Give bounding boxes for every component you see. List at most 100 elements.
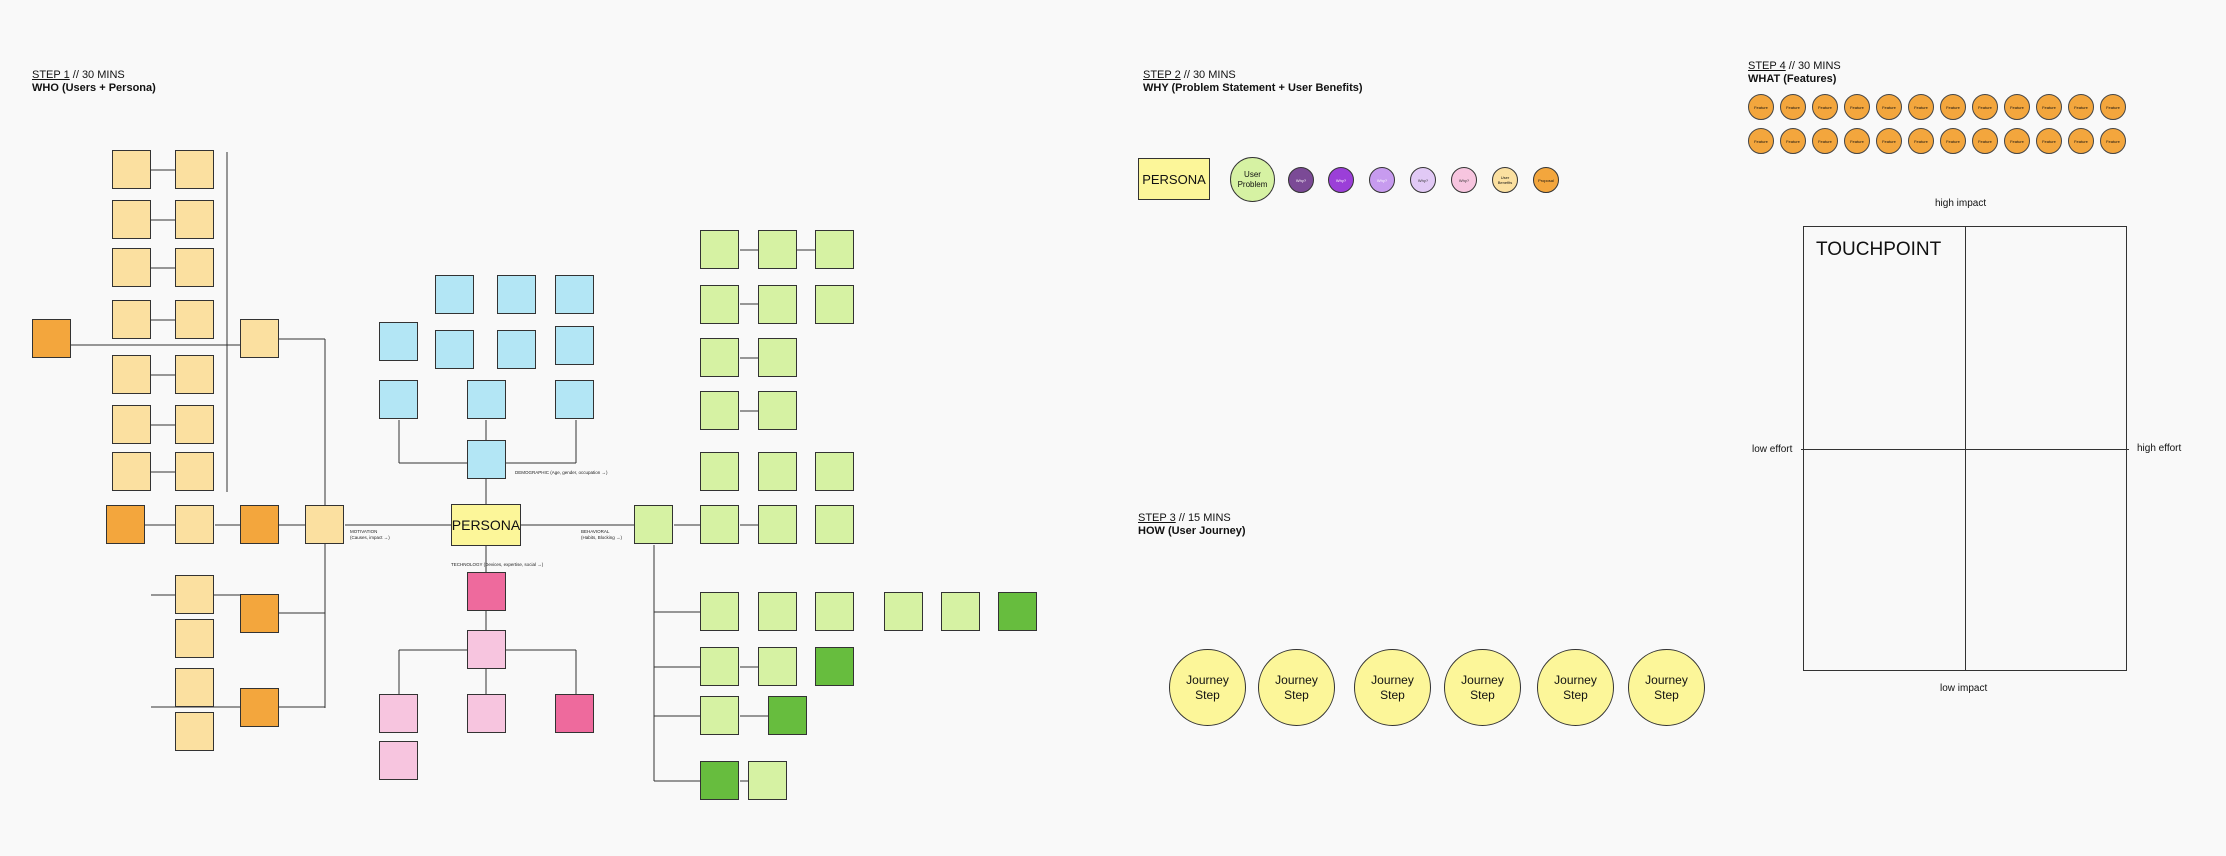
sticky-note[interactable] [175, 200, 214, 239]
why-circle[interactable]: Why? [1288, 167, 1314, 193]
sticky-note[interactable] [700, 452, 739, 491]
feature-circle[interactable]: Feature [1844, 128, 1870, 154]
touchpoint-matrix[interactable]: TOUCHPOINT [1803, 226, 2127, 671]
sticky-note[interactable] [175, 248, 214, 287]
sticky-note[interactable] [815, 285, 854, 324]
sticky-note[interactable] [379, 322, 418, 361]
sticky-note[interactable] [700, 338, 739, 377]
feature-circle[interactable]: Feature [1844, 94, 1870, 120]
journey-step-circle[interactable]: Journey Step [1628, 649, 1705, 726]
sticky-note[interactable] [555, 326, 594, 365]
sticky-note[interactable] [700, 285, 739, 324]
sticky-note[interactable] [175, 150, 214, 189]
sticky-note[interactable] [379, 380, 418, 419]
why-persona-node[interactable]: PERSONA [1138, 158, 1210, 200]
sticky-note[interactable] [32, 319, 71, 358]
feature-circle[interactable]: Feature [1780, 94, 1806, 120]
sticky-note[interactable] [758, 592, 797, 631]
sticky-note[interactable] [758, 285, 797, 324]
sticky-note[interactable] [700, 696, 739, 735]
sticky-note[interactable] [884, 592, 923, 631]
sticky-note[interactable] [815, 505, 854, 544]
sticky-note[interactable] [634, 505, 673, 544]
feature-circle[interactable]: Feature [2004, 128, 2030, 154]
feature-circle[interactable]: Feature [1876, 128, 1902, 154]
sticky-note[interactable] [240, 594, 279, 633]
sticky-note[interactable] [467, 694, 506, 733]
sticky-note[interactable] [815, 230, 854, 269]
sticky-note[interactable] [112, 452, 151, 491]
sticky-note[interactable] [175, 505, 214, 544]
sticky-note[interactable] [435, 275, 474, 314]
sticky-note[interactable] [467, 572, 506, 611]
sticky-note[interactable] [240, 688, 279, 727]
feature-circle[interactable]: Feature [1812, 128, 1838, 154]
sticky-note[interactable] [112, 300, 151, 339]
feature-circle[interactable]: Feature [2036, 128, 2062, 154]
sticky-note[interactable] [758, 452, 797, 491]
why-circle[interactable]: Why? [1410, 167, 1436, 193]
sticky-note[interactable] [379, 694, 418, 733]
sticky-note[interactable] [555, 380, 594, 419]
sticky-note[interactable] [240, 505, 279, 544]
feature-circle[interactable]: Feature [1940, 128, 1966, 154]
feature-circle[interactable]: Feature [2068, 94, 2094, 120]
sticky-note[interactable] [112, 150, 151, 189]
persona-node[interactable]: PERSONA [451, 504, 521, 546]
sticky-note[interactable] [768, 696, 807, 735]
why-circle[interactable]: Why? [1369, 167, 1395, 193]
sticky-note[interactable] [758, 338, 797, 377]
feature-circle[interactable]: Feature [1972, 94, 1998, 120]
sticky-note[interactable] [998, 592, 1037, 631]
sticky-note[interactable] [700, 505, 739, 544]
sticky-note[interactable] [112, 248, 151, 287]
feature-circle[interactable]: Feature [1908, 128, 1934, 154]
feature-circle[interactable]: Feature [1748, 94, 1774, 120]
user-benefits-circle[interactable]: User Benefits [1492, 167, 1518, 193]
journey-step-circle[interactable]: Journey Step [1169, 649, 1246, 726]
sticky-note[interactable] [497, 330, 536, 369]
feature-circle[interactable]: Feature [2100, 94, 2126, 120]
sticky-note[interactable] [815, 647, 854, 686]
sticky-note[interactable] [700, 761, 739, 800]
sticky-note[interactable] [467, 630, 506, 669]
feature-circle[interactable]: Feature [1780, 128, 1806, 154]
feature-circle[interactable]: Feature [1908, 94, 1934, 120]
sticky-note[interactable] [941, 592, 980, 631]
sticky-note[interactable] [305, 505, 344, 544]
sticky-note[interactable] [240, 319, 279, 358]
sticky-note[interactable] [379, 741, 418, 780]
sticky-note[interactable] [700, 391, 739, 430]
sticky-note[interactable] [175, 300, 214, 339]
feature-circle[interactable]: Feature [2068, 128, 2094, 154]
feature-circle[interactable]: Feature [1972, 128, 1998, 154]
sticky-note[interactable] [497, 275, 536, 314]
journey-step-circle[interactable]: Journey Step [1354, 649, 1431, 726]
sticky-note[interactable] [467, 380, 506, 419]
sticky-note[interactable] [555, 275, 594, 314]
journey-step-circle[interactable]: Journey Step [1444, 649, 1521, 726]
sticky-note[interactable] [112, 200, 151, 239]
sticky-note[interactable] [748, 761, 787, 800]
feature-circle[interactable]: Feature [1940, 94, 1966, 120]
sticky-note[interactable] [112, 355, 151, 394]
feature-circle[interactable]: Feature [1748, 128, 1774, 154]
sticky-note[interactable] [106, 505, 145, 544]
sticky-note[interactable] [175, 619, 214, 658]
feature-circle[interactable]: Feature [2004, 94, 2030, 120]
sticky-note[interactable] [435, 330, 474, 369]
sticky-note[interactable] [175, 712, 214, 751]
feature-circle[interactable]: Feature [2036, 94, 2062, 120]
sticky-note[interactable] [815, 592, 854, 631]
sticky-note[interactable] [175, 452, 214, 491]
sticky-note[interactable] [175, 668, 214, 707]
sticky-note[interactable] [758, 505, 797, 544]
sticky-note[interactable] [112, 405, 151, 444]
sticky-note[interactable] [700, 230, 739, 269]
sticky-note[interactable] [758, 391, 797, 430]
sticky-note[interactable] [175, 575, 214, 614]
sticky-note[interactable] [815, 452, 854, 491]
feature-circle[interactable]: Feature [1876, 94, 1902, 120]
sticky-note[interactable] [555, 694, 594, 733]
sticky-note[interactable] [758, 230, 797, 269]
